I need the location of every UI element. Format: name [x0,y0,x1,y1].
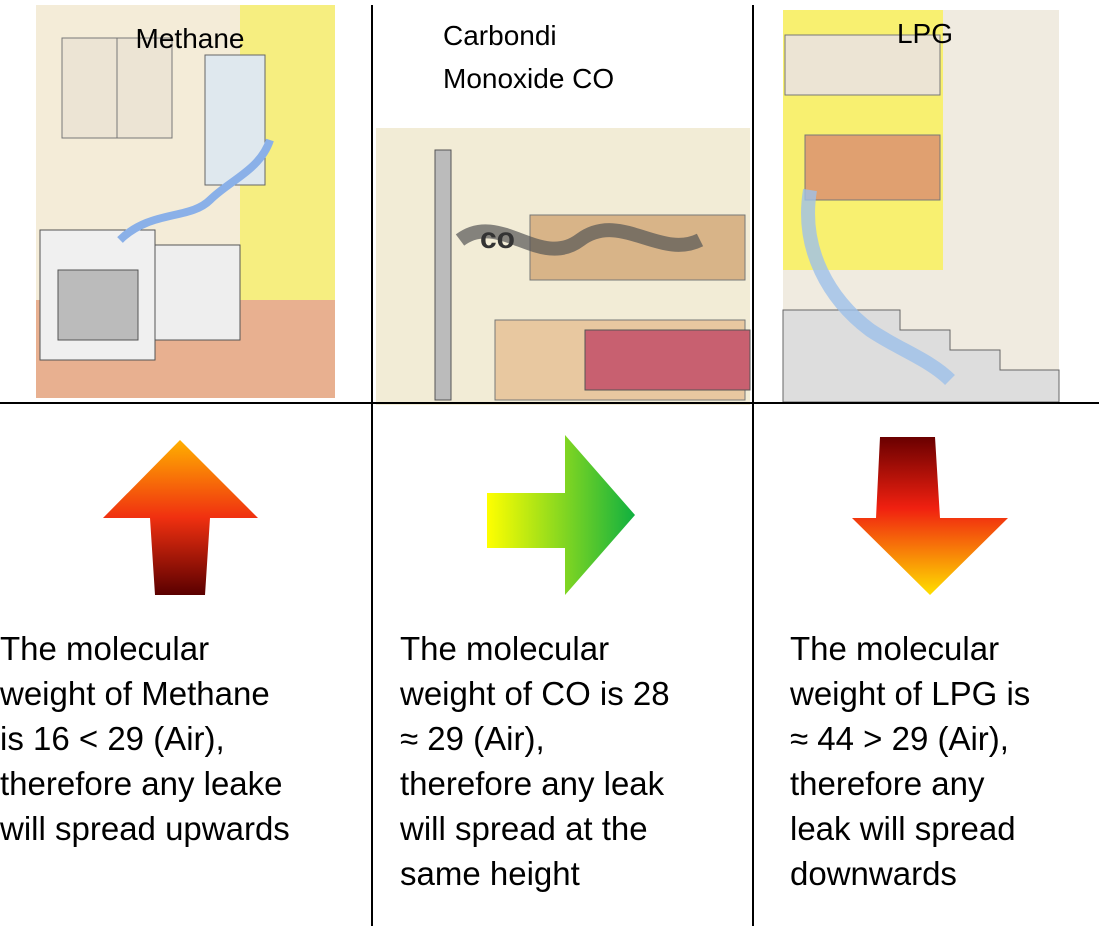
lpg-illustration [783,10,1059,402]
page: co Methane The molecular weight of Methane… [0,0,1099,926]
description-line: leak will spread [790,810,1016,847]
description-line: weight of Methane [0,675,270,712]
description-line: The molecular [400,630,609,667]
description-line: therefore any leak [400,765,665,802]
description-line: downwards [790,855,957,892]
diagram: co Methane The molecular weight of Methane… [0,0,1099,926]
description-line: The molecular [0,630,209,667]
column-title: Monoxide CO [443,63,614,94]
description-line: weight of CO is 28 [399,675,670,712]
description-line: therefore any leake [0,765,283,802]
description-line: therefore any [790,765,985,802]
description-line: will spread upwards [0,810,290,847]
description-line: ≈ 44 > 29 (Air), [790,720,1009,757]
arrow-right [487,435,635,595]
column-title: LPG [897,18,953,49]
description-line: will spread at the [399,810,648,847]
co-illustration: co [376,128,750,405]
description-line: weight of LPG is [789,675,1030,712]
arrow-up [103,440,258,595]
svg-text:co: co [480,222,515,255]
description-line: ≈ 29 (Air), [400,720,545,757]
description-line: same height [400,855,580,892]
column-title: Methane [136,23,245,54]
description-line: is 16 < 29 (Air), [0,720,225,757]
description-line: The molecular [790,630,999,667]
methane-illustration [36,5,335,398]
column-title: Carbondi [443,20,557,51]
arrow-down [852,437,1008,595]
